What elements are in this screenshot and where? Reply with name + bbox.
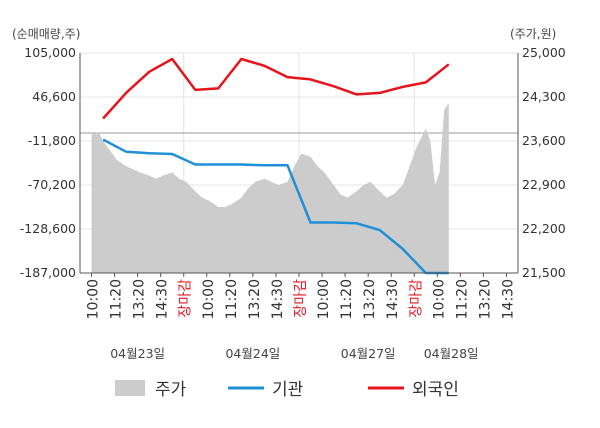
- x-tick-label: 14:30: [500, 279, 516, 319]
- left-tick-label: -128,600: [20, 221, 76, 236]
- x-tick-label-close: 장마감: [178, 279, 194, 318]
- day-label: 04월23일: [110, 346, 165, 361]
- legend-swatch-area: [115, 380, 145, 396]
- price-area-layer: [91, 103, 449, 273]
- right-axis-ticks: 25,000 24,300 23,600 22,900 22,200 21,500: [522, 45, 566, 280]
- right-axis-unit: (주가,원): [510, 27, 556, 41]
- price-area: [91, 103, 449, 273]
- x-tick-label: 14:30: [270, 279, 286, 319]
- x-tick-label-close: 장마감: [293, 279, 309, 318]
- right-tick-label: 21,500: [522, 265, 566, 280]
- x-tick-label: 10:00: [316, 279, 332, 319]
- left-tick-label: -70,200: [28, 177, 76, 192]
- right-tick-label: 22,900: [522, 177, 566, 192]
- legend-label: 기관: [272, 380, 303, 400]
- legend-label: 주가: [155, 380, 187, 400]
- day-label: 04월27일: [341, 346, 396, 361]
- x-tick-label: 14:30: [155, 279, 171, 319]
- legend: 주가 기관 외국인: [115, 380, 459, 400]
- x-tick-label: 11:20: [339, 279, 355, 319]
- x-axis-ticks: 10:00 11:20 13:20 14:30 장마감 10:00 11:20 13:20 14…: [86, 273, 516, 319]
- left-axis-unit: (순매매량,주): [12, 27, 80, 41]
- day-label: 04월24일: [225, 346, 280, 361]
- series-lines-layer: [102, 57, 450, 275]
- right-tick-label: 22,200: [522, 221, 566, 236]
- left-axis-ticks: 105,000 46,600 -11,800 -70,200 -128,600 -187,…: [20, 45, 76, 280]
- day-label: 04월28일: [424, 346, 479, 361]
- right-tick-label: 25,000: [522, 45, 566, 60]
- x-tick-label: 11:20: [109, 279, 125, 319]
- series-line-foreign: [102, 57, 450, 120]
- right-tick-label: 24,300: [522, 89, 566, 104]
- right-tick-label: 23,600: [522, 133, 566, 148]
- legend-label: 외국인: [412, 380, 459, 400]
- left-tick-label: 46,600: [32, 89, 76, 104]
- x-tick-label: 13:20: [362, 279, 378, 319]
- x-tick-label: 10:00: [201, 279, 217, 319]
- left-tick-label: -11,800: [28, 133, 76, 148]
- left-tick-label: 105,000: [24, 45, 76, 60]
- x-tick-label: 13:20: [247, 279, 263, 319]
- x-tick-label-close: 장마감: [408, 279, 424, 318]
- x-tick-label: 10:00: [86, 279, 102, 319]
- x-tick-label: 13:20: [132, 279, 148, 319]
- x-tick-label: 14:30: [385, 279, 401, 319]
- day-labels: 04월23일 04월24일 04월27일 04월28일: [110, 346, 478, 361]
- x-tick-label: 11:20: [224, 279, 240, 319]
- x-tick-label: 11:20: [454, 279, 470, 319]
- left-tick-label: -187,000: [20, 265, 76, 280]
- x-tick-label: 13:20: [477, 279, 493, 319]
- series-line-institution: [102, 138, 449, 275]
- x-tick-label: 10:00: [431, 279, 447, 319]
